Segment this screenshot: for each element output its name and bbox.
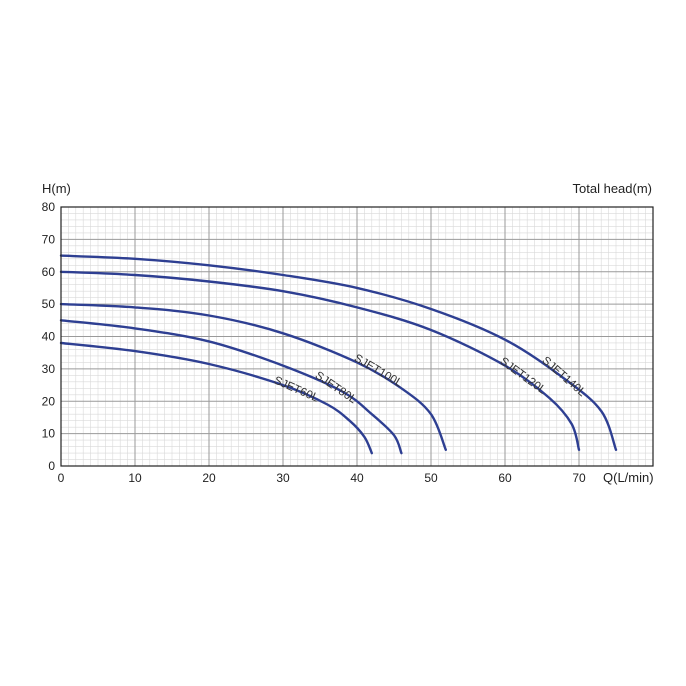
- y-tick-label: 20: [42, 394, 56, 408]
- series-line-sjet120l: [59, 270, 581, 451]
- x-tick-label: 40: [350, 471, 364, 485]
- axis-ticks: 0 10 20 30 40 50 60 70 0 10 20 30 40 50 60 70 80: [42, 200, 586, 485]
- y-tick-label: 40: [42, 330, 56, 344]
- y-axis-label-right: Total head(m): [573, 181, 652, 196]
- y-tick-label: 30: [42, 362, 56, 376]
- x-tick-label: 50: [424, 471, 438, 485]
- y-axis-label: H(m): [42, 181, 71, 196]
- series-line-sjet60l: [59, 341, 373, 455]
- series-label-sjet140l: SJET140L: [539, 355, 588, 400]
- y-tick-label: 60: [42, 265, 56, 279]
- plot-frame: [60, 206, 654, 467]
- y-tick-label: 0: [48, 459, 55, 473]
- chart-curves: [59, 254, 618, 455]
- x-tick-label: 60: [498, 471, 512, 485]
- y-tick-label: 80: [42, 200, 56, 214]
- y-tick-label: 50: [42, 297, 56, 311]
- y-tick-label: 70: [42, 232, 56, 246]
- series-line-sjet100l: [59, 302, 447, 451]
- x-tick-label: 70: [572, 471, 586, 485]
- series-line-sjet80l: [59, 319, 403, 455]
- x-tick-label: 0: [58, 471, 65, 485]
- x-tick-label: 10: [128, 471, 142, 485]
- x-tick-label: 20: [202, 471, 216, 485]
- chart-grid: [61, 207, 653, 466]
- series-line-sjet140l: [59, 254, 618, 451]
- x-tick-label: 30: [276, 471, 290, 485]
- series-label-sjet100l: SJET100L: [352, 352, 405, 390]
- y-tick-label: 10: [42, 427, 56, 441]
- x-axis-label: Q(L/min): [603, 470, 654, 485]
